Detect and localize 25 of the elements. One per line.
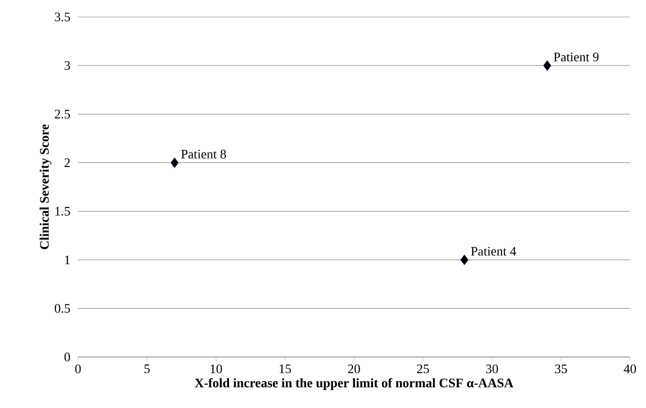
x-tick-label: 15 [280,364,291,374]
annotation: Patient 9 [554,52,599,62]
y-tick-label: 0.5 [54,304,70,313]
y-tick-label: 2 [64,158,70,167]
annotation: Patient 4 [470,246,516,256]
x-tick-label: 5 [144,364,150,374]
x-tick-label: 35 [555,364,567,374]
y-tick-label: 0 [64,352,70,362]
y-tick-label: 1 [65,256,70,264]
point [460,254,468,266]
annotation: Patient 8 [181,150,226,159]
x-tick-label: 40 [624,364,636,374]
x-tick-label: 25 [417,364,429,374]
y-tick-label: 3 [64,61,70,70]
x-tick-label: 20 [348,364,360,374]
point [170,158,179,168]
x-tick-label: 0 [75,364,81,374]
x-axis-title: X-fold increase in the upper limit of normal CSF α-AASA [194,378,514,390]
point [543,60,552,71]
x-tick-label: 10 [210,364,222,374]
x-tick-label: 30 [486,364,498,374]
y-tick-label: 1.5 [55,206,70,216]
y-tick-label: 3.5 [54,12,70,22]
y-tick-label: 2.5 [54,110,70,119]
y-axis-title: Clinical Severity Score [40,124,52,250]
